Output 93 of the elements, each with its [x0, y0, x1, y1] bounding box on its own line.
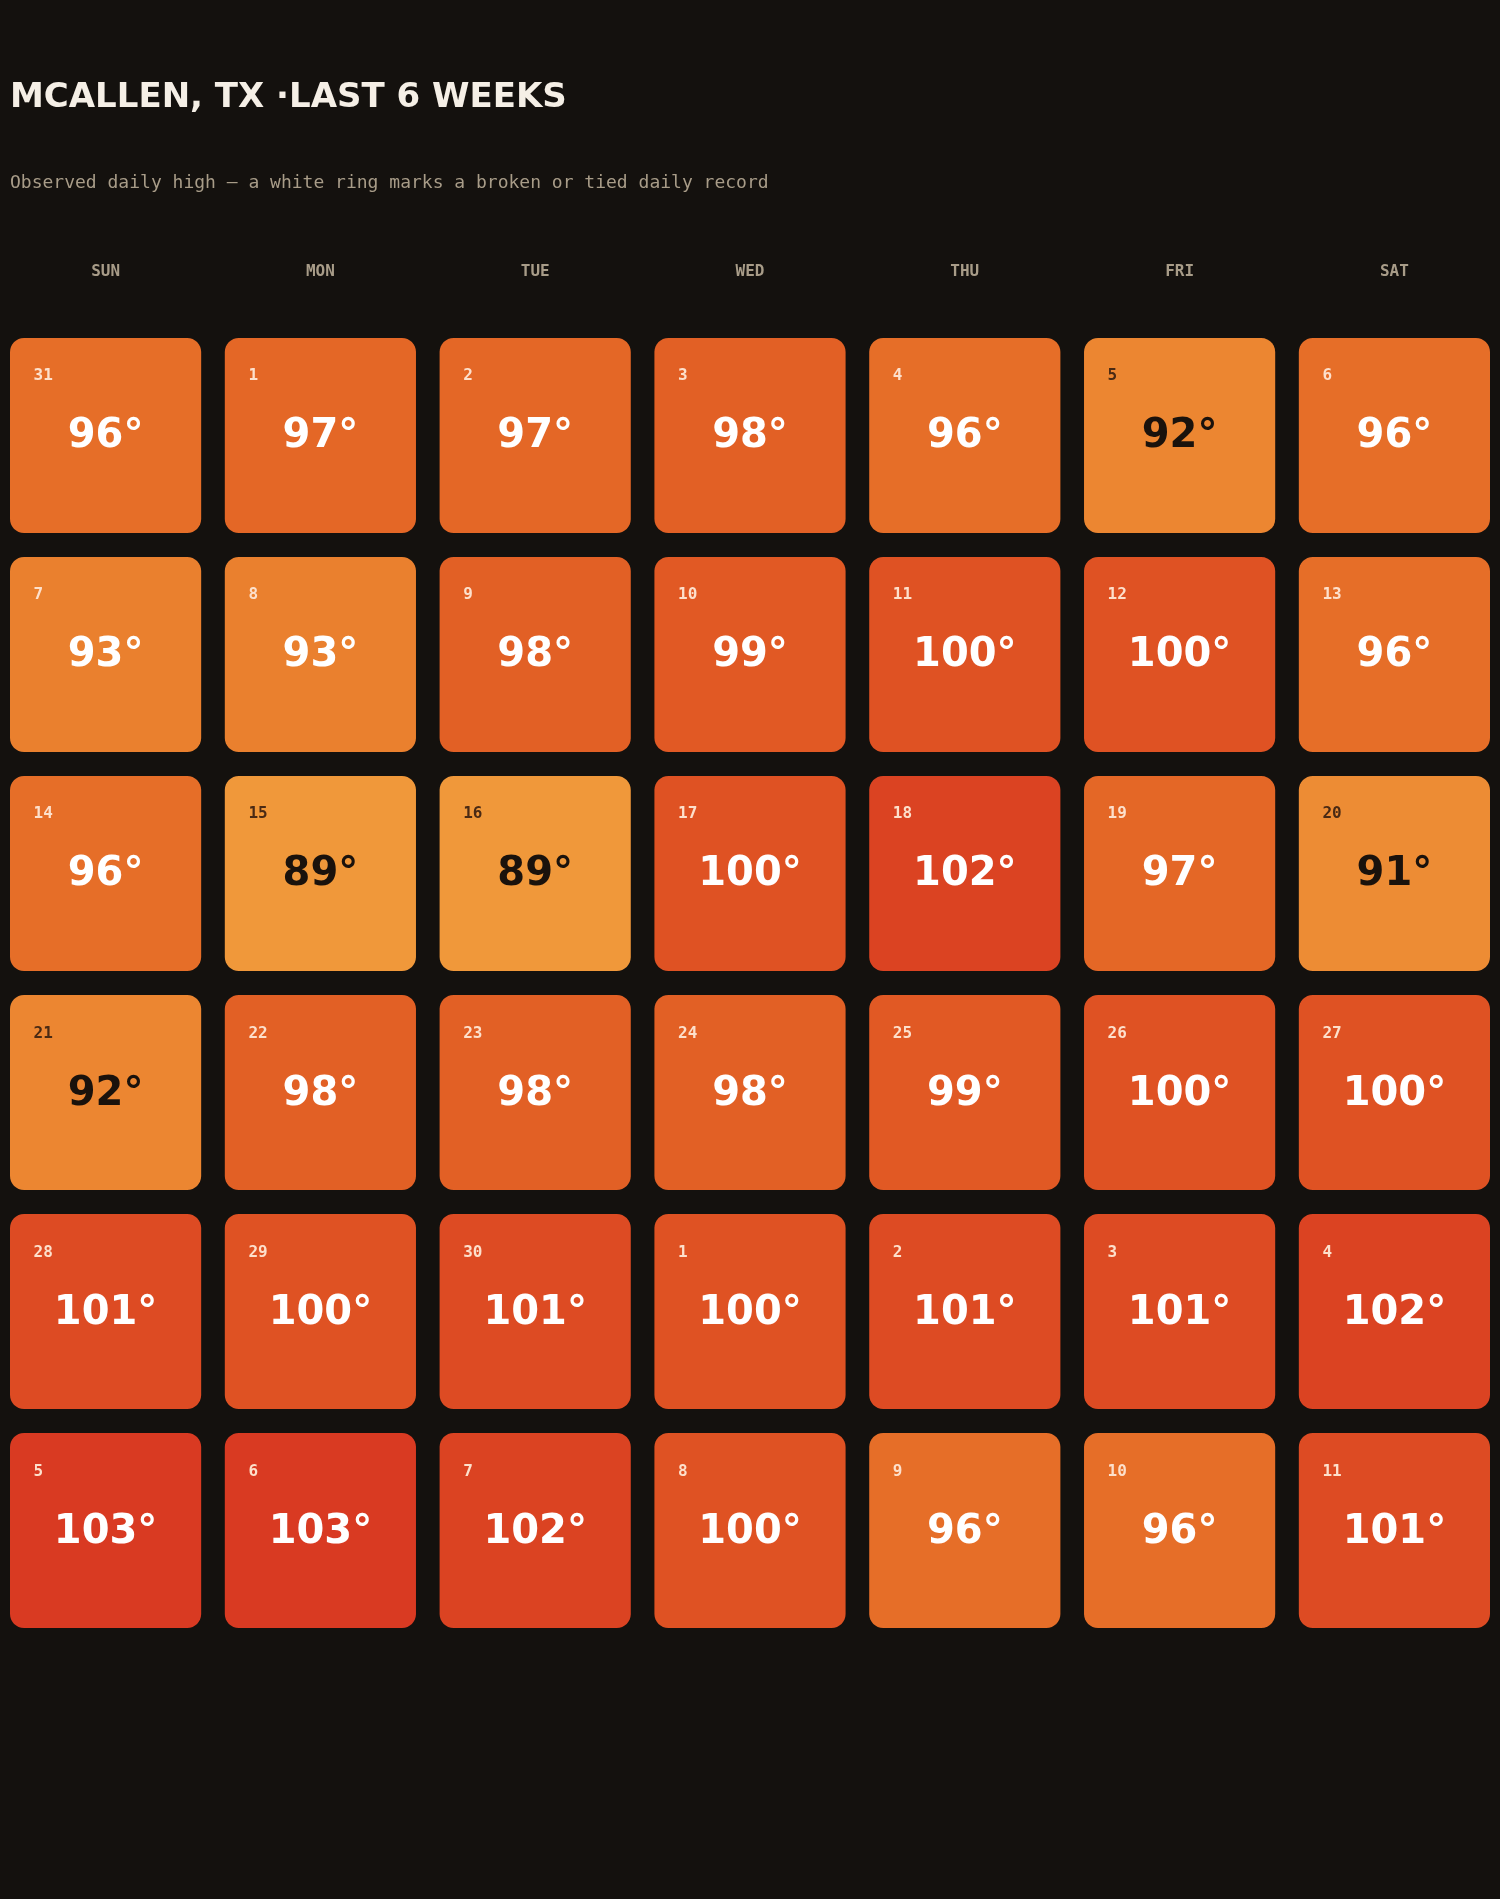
data-label: 98°: [282, 1067, 359, 1114]
annotation: 9: [463, 584, 473, 604]
annotation: 12: [1107, 584, 1127, 604]
annotation: 22: [248, 1022, 268, 1042]
x-tick-label: THU: [950, 260, 980, 280]
data-label: 91°: [1356, 848, 1433, 895]
data-label: 100°: [698, 848, 802, 895]
x-tick-label: SUN: [91, 260, 121, 280]
x-tick-label: FRI: [1165, 260, 1195, 280]
data-label: 101°: [913, 1286, 1017, 1333]
data-label: 101°: [53, 1286, 158, 1333]
annotation: 26: [1107, 1022, 1127, 1042]
annotation: 6: [248, 1460, 259, 1480]
chart-subtitle: Observed daily high — a white ring marks a broken or tied daily record: [10, 171, 769, 192]
annotation: 31: [33, 365, 53, 385]
annotation: 18: [892, 803, 913, 823]
annotation: 10: [1107, 1460, 1127, 1480]
annotation: 11: [1322, 1460, 1342, 1480]
annotation: 13: [1322, 584, 1342, 604]
data-label: 96°: [1356, 410, 1433, 457]
data-label: 100°: [698, 1286, 802, 1333]
data-label: 98°: [497, 1067, 574, 1114]
data-label: 101°: [1342, 1505, 1447, 1552]
annotation: 14: [33, 803, 53, 823]
data-label: 96°: [1141, 1505, 1218, 1552]
annotation: 2: [463, 365, 473, 385]
annotation: 9: [892, 1460, 903, 1480]
annotation: 27: [1322, 1022, 1342, 1042]
data-label: 96°: [1356, 629, 1433, 676]
annotation: 7: [463, 1460, 473, 1480]
annotation: 6: [1322, 365, 1333, 385]
data-label: 100°: [913, 629, 1017, 676]
annotation: 2: [892, 1241, 903, 1261]
annotation: 24: [678, 1022, 698, 1042]
data-label: 98°: [712, 410, 788, 457]
data-label: 100°: [268, 1286, 373, 1333]
annotation: 3: [678, 365, 688, 385]
annotation: 4: [1322, 1241, 1333, 1261]
data-label: 100°: [1127, 1067, 1232, 1114]
data-label: 89°: [282, 848, 359, 895]
annotation: 1: [678, 1241, 688, 1261]
data-label: 96°: [926, 410, 1003, 457]
x-tick-label: TUE: [520, 260, 550, 280]
data-label: 101°: [1127, 1286, 1232, 1333]
data-label: 92°: [1141, 410, 1218, 457]
data-label: 103°: [268, 1505, 373, 1552]
annotation: 15: [248, 803, 268, 823]
annotation: 17: [678, 803, 698, 823]
annotation: 20: [1322, 803, 1342, 823]
annotation: 30: [463, 1241, 483, 1261]
data-label: 99°: [712, 629, 788, 676]
annotation: 8: [248, 584, 259, 604]
data-label: 102°: [483, 1505, 587, 1552]
data-label: 93°: [67, 629, 144, 676]
data-label: 102°: [913, 848, 1017, 895]
data-label: 97°: [282, 410, 359, 457]
data-label: 97°: [1141, 848, 1218, 895]
data-label: 96°: [67, 848, 144, 895]
data-label: 97°: [497, 410, 574, 457]
annotation: 28: [33, 1241, 53, 1261]
data-label: 92°: [67, 1067, 144, 1114]
annotation: 21: [33, 1022, 53, 1042]
data-label: 103°: [53, 1505, 158, 1552]
data-label: 99°: [926, 1067, 1003, 1114]
x-tick-label: MON: [305, 260, 335, 280]
annotation: 11: [892, 584, 913, 604]
data-label: 89°: [497, 848, 574, 895]
data-label: 98°: [712, 1067, 788, 1114]
x-tick-label: SAT: [1379, 260, 1409, 280]
annotation: 1: [248, 365, 259, 385]
annotation: 23: [463, 1022, 483, 1042]
data-label: 100°: [1127, 629, 1232, 676]
data-label: 100°: [1342, 1067, 1447, 1114]
annotation: 7: [33, 584, 44, 604]
data-label: 98°: [497, 629, 574, 676]
annotation: 25: [892, 1022, 913, 1042]
data-label: 96°: [926, 1505, 1003, 1552]
annotation: 8: [678, 1460, 688, 1480]
annotation: 10: [678, 584, 698, 604]
x-tick-label: WED: [735, 260, 765, 280]
data-label: 102°: [1342, 1286, 1447, 1333]
data-label: 101°: [483, 1286, 587, 1333]
annotation: 16: [463, 803, 483, 823]
annotation: 5: [33, 1460, 44, 1480]
data-label: 96°: [67, 410, 144, 457]
chart-title: MCALLEN, TX ·LAST 6 WEEKS: [10, 75, 567, 115]
data-label: 93°: [282, 629, 359, 676]
annotation: 29: [248, 1241, 268, 1261]
annotation: 4: [892, 365, 903, 385]
annotation: 19: [1107, 803, 1127, 823]
annotation: 3: [1107, 1241, 1118, 1261]
annotation: 5: [1107, 365, 1118, 385]
data-label: 100°: [698, 1505, 802, 1552]
